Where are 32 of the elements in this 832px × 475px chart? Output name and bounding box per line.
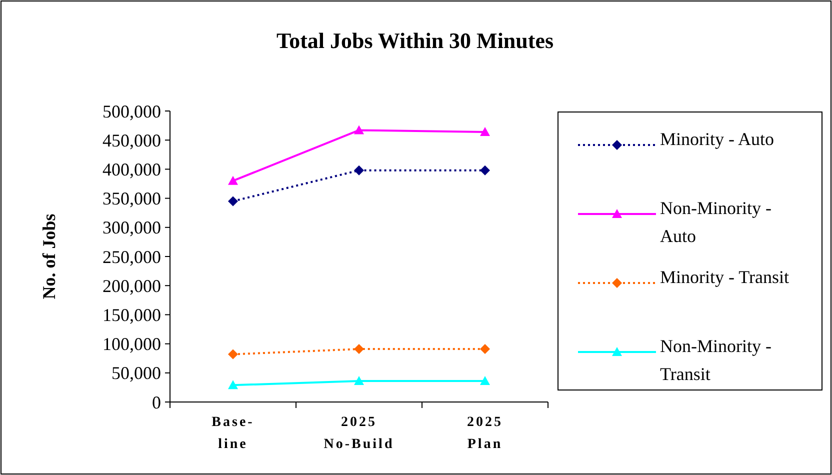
y-tick-label: 450,000 xyxy=(102,130,161,150)
legend-label: Minority - Auto xyxy=(660,129,774,149)
point xyxy=(228,349,238,360)
legend-label: Non-Minority - Transit xyxy=(660,336,772,384)
legend-label: Non-Minority - Auto xyxy=(660,198,772,246)
y-tick-label: 350,000 xyxy=(102,188,161,209)
y-tick-label: 150,000 xyxy=(102,305,161,325)
y-tick-label: 400,000 xyxy=(102,160,161,180)
chart-title: Total Jobs Within 30 Minutes xyxy=(276,28,554,53)
point xyxy=(354,125,364,134)
x-tick-label: 2025 No-Build xyxy=(324,415,394,452)
y-tick-label: 0 xyxy=(152,392,161,412)
y-tick-label: 200,000 xyxy=(102,276,161,296)
point xyxy=(354,165,364,176)
y-tick-label: 100,000 xyxy=(102,334,161,354)
point xyxy=(480,344,490,354)
x-tick-label: Base- line xyxy=(212,415,254,452)
y-axis-title: No. of Jobs xyxy=(39,214,59,300)
y-tick-label: 50,000 xyxy=(112,363,161,384)
point xyxy=(228,380,238,390)
point xyxy=(480,165,490,176)
point xyxy=(228,176,238,185)
legend-label: Minority - Transit xyxy=(660,267,790,287)
y-tick-label: 250,000 xyxy=(102,246,161,267)
point xyxy=(480,376,490,386)
y-tick-label: 300,000 xyxy=(102,218,161,238)
point xyxy=(228,196,238,206)
y-tick-label: 500,000 xyxy=(102,101,161,122)
point xyxy=(480,126,490,136)
x-tick-label: 2025 Plan xyxy=(467,415,503,452)
point xyxy=(354,344,364,354)
point xyxy=(354,376,364,386)
